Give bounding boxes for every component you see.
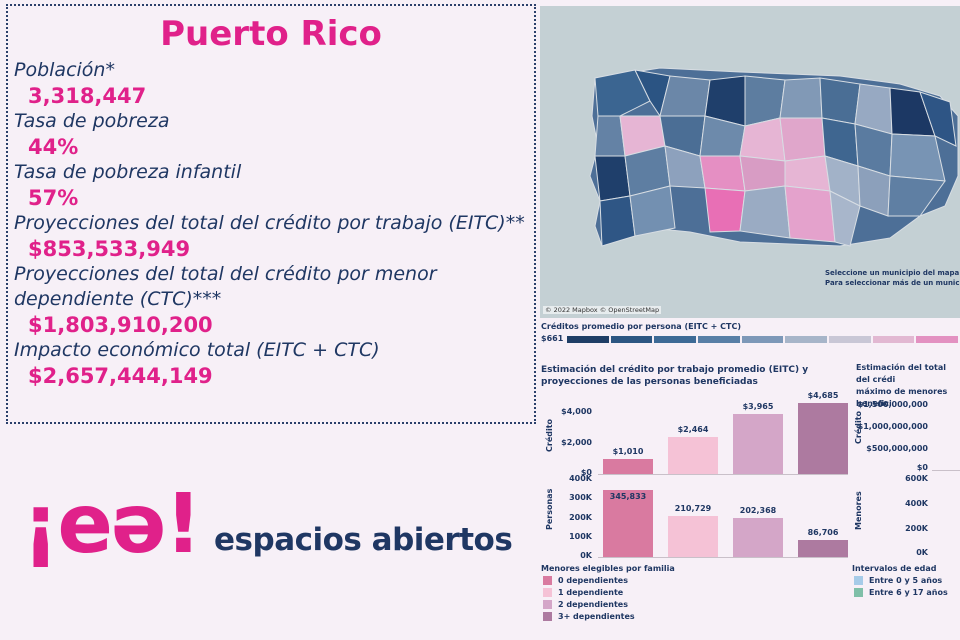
eitc-credit-bar-label: $1,010 — [612, 446, 644, 456]
eitc-people-bar-label: 345,833 — [609, 492, 647, 502]
ctc-credit-tick: $1,500,000,000 — [857, 400, 928, 409]
eitc-credit-bar[interactable] — [798, 402, 848, 474]
legend-swatch — [543, 576, 552, 585]
ctc-chart-title: Estimación del total del crédi máximo de… — [856, 362, 960, 410]
legend-label: 0 dependientes — [558, 576, 628, 585]
legend-item-age-6-17[interactable]: Entre 6 y 17 años — [854, 588, 948, 597]
legend-item-age-0-5[interactable]: Entre 0 y 5 años — [854, 576, 942, 585]
eitc-people-bar[interactable] — [798, 540, 848, 557]
ctc-value: $1,803,910,200 — [28, 313, 213, 337]
child-poverty-value: 57% — [28, 186, 79, 210]
municipality-map[interactable]: Seleccione un municipio del mapa pa Para… — [540, 6, 960, 318]
population-value: 3,318,447 — [28, 84, 147, 108]
child-poverty-label: Tasa de pobreza infantil — [14, 161, 242, 183]
eitc-people-bar[interactable] — [668, 516, 718, 557]
legend-label: 2 dependientes — [558, 600, 628, 609]
map-instruction-line1: Seleccione un municipio del mapa pa — [825, 269, 960, 277]
age-legend-title: Intervalos de edad — [852, 564, 937, 573]
ctc-minors-tick: 0K — [916, 548, 928, 557]
eitc-credit-bar[interactable] — [603, 458, 653, 474]
color-legend-bar — [567, 336, 960, 343]
eitc-people-baseline — [598, 557, 848, 558]
ctc-credit-tick: $500,000,000 — [866, 444, 928, 453]
map-attribution[interactable]: © 2022 Mapbox © OpenStreetMap — [543, 306, 662, 314]
eitc-people-bar[interactable] — [603, 490, 653, 557]
eitc-people-tick: 400K — [569, 474, 592, 483]
legend-label: 1 dependiente — [558, 588, 624, 597]
legend-swatch — [543, 588, 552, 597]
legend-item-2-dependents[interactable]: 2 dependientes — [543, 600, 628, 609]
color-legend-step — [610, 336, 653, 343]
ctc-credit-tick: $0 — [916, 463, 928, 472]
eitc-credit-baseline — [598, 474, 848, 475]
eitc-people-tick: 100K — [569, 531, 592, 541]
color-legend-step — [741, 336, 784, 343]
ctc-credit-tick: $1,000,000,000 — [857, 422, 928, 431]
ctc-minors-tick: 600K — [905, 474, 928, 483]
color-legend-step — [829, 336, 871, 343]
map-instruction-line2: Para seleccionar más de un municipi — [825, 279, 960, 287]
stats-panel: Puerto Rico Población* 3,318,447 Tasa de… — [6, 4, 536, 424]
eitc-chart-title-line1: Estimación del crédito por trabajo prome… — [541, 365, 809, 375]
legend-item-1-dependent[interactable]: 1 dependiente — [543, 588, 623, 597]
total-impact-value: $2,657,444,149 — [28, 364, 213, 388]
map-instruction: Seleccione un municipio del mapa pa Para… — [825, 268, 960, 288]
color-legend-step — [698, 336, 740, 343]
eitc-people-bar-label: 210,729 — [674, 504, 712, 514]
eitc-credit-tick: $4,000 — [561, 407, 592, 417]
eitc-value: $853,533,949 — [28, 237, 191, 261]
color-legend-step — [567, 336, 609, 343]
legend-label: Entre 0 y 5 años — [869, 576, 943, 585]
eitc-credit-bar[interactable] — [733, 413, 783, 474]
legend-label: 3+ dependientes — [558, 612, 635, 621]
eitc-credit-axis-label: Crédito — [545, 418, 554, 452]
poverty-rate-value: 44% — [28, 135, 79, 159]
ctc-credit-baseline — [932, 470, 960, 471]
map-shapes — [589, 67, 959, 247]
legend-label: Entre 6 y 17 años — [869, 588, 948, 597]
color-legend-title: Créditos promedio por persona (EITC + CT… — [541, 322, 741, 331]
eitc-credit-bar-label: $3,965 — [742, 401, 774, 411]
ctc-minors-tick: 200K — [905, 524, 928, 533]
legend-swatch — [854, 576, 863, 585]
color-legend-min: $661 — [541, 334, 564, 343]
eitc-people-bar[interactable] — [733, 518, 783, 557]
color-legend-step — [785, 336, 828, 343]
ctc-label: Proyecciones del total del crédito por m… — [14, 263, 437, 310]
eitc-people-tick: 200K — [569, 512, 592, 522]
logo-mark: ¡eə! — [22, 477, 202, 572]
eitc-credit-bar-label: $2,464 — [677, 424, 709, 434]
legend-swatch — [854, 588, 863, 597]
legend-swatch — [543, 612, 552, 621]
logo-text: espacios abiertos — [214, 522, 513, 558]
espacios-abiertos-logo: ¡eə! espacios abiertos — [22, 477, 513, 572]
ctc-chart-title-line2: máximo de menores benefici — [856, 387, 948, 408]
ctc-minors-tick: 400K — [905, 499, 928, 508]
legend-item-0-dependents[interactable]: 0 dependientes — [543, 576, 628, 585]
poverty-rate-label: Tasa de pobreza — [14, 110, 170, 132]
eitc-credit-bar-label: $4,685 — [807, 390, 839, 400]
eitc-label: Proyecciones del total del crédito por t… — [14, 212, 525, 234]
color-legend-step — [654, 336, 697, 343]
color-legend-step — [916, 336, 959, 343]
eitc-people-tick: 300K — [569, 493, 592, 503]
population-label: Población* — [14, 59, 115, 81]
region-title: Puerto Rico — [160, 14, 382, 54]
legend-swatch — [543, 600, 552, 609]
family-legend-title: Menores elegibles por familia — [541, 564, 675, 573]
eitc-people-bar-label: 86,706 — [807, 528, 839, 538]
total-impact-label: Impacto económico total (EITC + CTC) — [14, 339, 380, 361]
eitc-credit-bar[interactable] — [668, 436, 718, 474]
eitc-credit-tick: $0 — [580, 468, 592, 477]
eitc-people-tick: 0K — [580, 551, 592, 560]
eitc-chart-title: Estimación del crédito por trabajo prome… — [541, 364, 808, 388]
eitc-chart-title-line2: proyecciones de las personas beneficiada… — [541, 377, 758, 387]
legend-item-3plus-dependents[interactable]: 3+ dependientes — [543, 612, 635, 621]
ctc-chart-title-line1: Estimación del total del crédi — [856, 363, 946, 384]
eitc-people-bar-label: 202,368 — [739, 506, 777, 516]
color-legend-step — [872, 336, 915, 343]
eitc-credit-tick: $2,000 — [561, 437, 592, 447]
